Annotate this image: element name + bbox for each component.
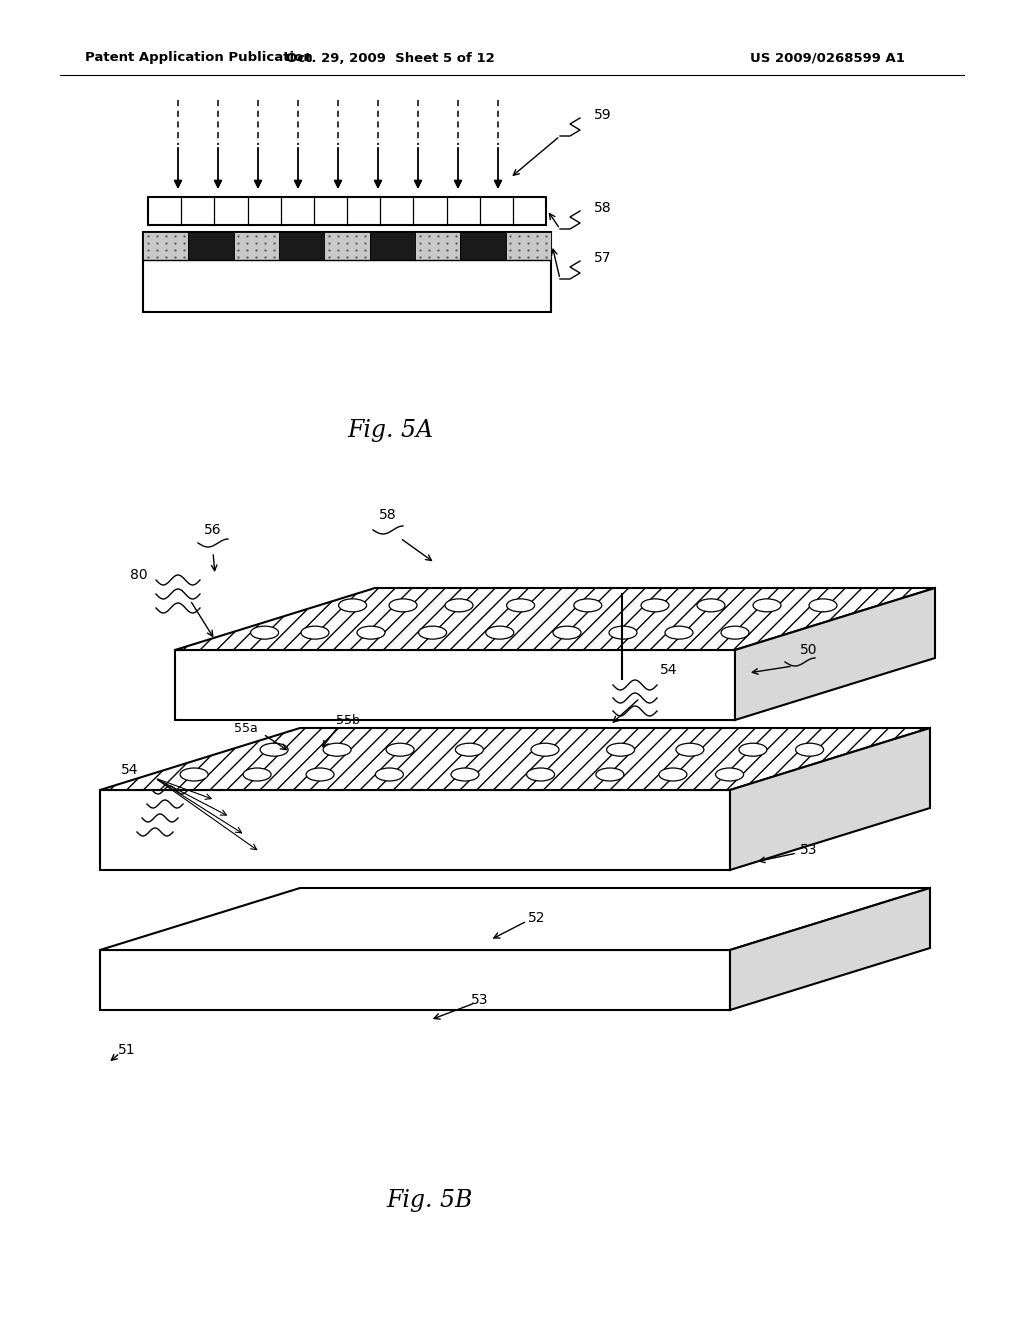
- Ellipse shape: [716, 768, 743, 781]
- Polygon shape: [175, 587, 935, 649]
- Ellipse shape: [531, 743, 559, 756]
- Bar: [325, 232, 370, 260]
- Ellipse shape: [386, 743, 414, 756]
- Polygon shape: [730, 888, 930, 1010]
- Bar: [143, 232, 551, 312]
- Ellipse shape: [573, 599, 602, 612]
- Bar: [279, 232, 325, 260]
- Bar: [370, 232, 415, 260]
- Text: 51: 51: [118, 1043, 135, 1057]
- Bar: [506, 232, 551, 260]
- Ellipse shape: [753, 599, 781, 612]
- Polygon shape: [100, 789, 730, 870]
- Ellipse shape: [306, 768, 334, 781]
- Text: 54: 54: [121, 763, 138, 777]
- Text: Fig. 5A: Fig. 5A: [347, 418, 433, 441]
- Text: 53: 53: [800, 843, 817, 857]
- Ellipse shape: [451, 768, 479, 781]
- Text: Patent Application Publication: Patent Application Publication: [85, 51, 312, 65]
- Bar: [148, 197, 546, 224]
- Ellipse shape: [606, 743, 635, 756]
- Ellipse shape: [721, 626, 749, 639]
- Ellipse shape: [445, 599, 473, 612]
- Bar: [461, 232, 506, 260]
- Text: 57: 57: [594, 251, 611, 265]
- Text: 58: 58: [379, 508, 397, 521]
- Ellipse shape: [553, 626, 581, 639]
- Polygon shape: [730, 729, 930, 870]
- Ellipse shape: [596, 768, 624, 781]
- Ellipse shape: [419, 626, 446, 639]
- Polygon shape: [735, 587, 935, 719]
- Text: 56: 56: [204, 523, 222, 537]
- Text: 55b: 55b: [336, 714, 359, 726]
- Ellipse shape: [485, 626, 514, 639]
- Polygon shape: [100, 729, 930, 789]
- Ellipse shape: [456, 743, 483, 756]
- Ellipse shape: [739, 743, 767, 756]
- Text: 50: 50: [800, 643, 817, 657]
- Text: 54: 54: [660, 663, 678, 677]
- Ellipse shape: [324, 743, 351, 756]
- Ellipse shape: [243, 768, 271, 781]
- Text: US 2009/0268599 A1: US 2009/0268599 A1: [750, 51, 905, 65]
- Text: 52: 52: [528, 911, 546, 925]
- Ellipse shape: [389, 599, 417, 612]
- Ellipse shape: [301, 626, 329, 639]
- Ellipse shape: [609, 626, 637, 639]
- Bar: [415, 232, 461, 260]
- Bar: [143, 232, 188, 260]
- Ellipse shape: [507, 599, 535, 612]
- Ellipse shape: [180, 768, 208, 781]
- Text: 59: 59: [594, 108, 611, 121]
- Bar: [233, 232, 279, 260]
- Bar: [188, 232, 233, 260]
- Ellipse shape: [665, 626, 693, 639]
- Text: 55a: 55a: [234, 722, 258, 734]
- Text: 53: 53: [471, 993, 488, 1007]
- Text: 58: 58: [594, 201, 611, 215]
- Ellipse shape: [697, 599, 725, 612]
- Ellipse shape: [357, 626, 385, 639]
- Ellipse shape: [676, 743, 703, 756]
- Ellipse shape: [641, 599, 669, 612]
- Ellipse shape: [809, 599, 837, 612]
- Polygon shape: [100, 888, 930, 950]
- Text: Fig. 5B: Fig. 5B: [387, 1188, 473, 1212]
- Text: 80: 80: [130, 568, 148, 582]
- Ellipse shape: [260, 743, 288, 756]
- Ellipse shape: [339, 599, 367, 612]
- Ellipse shape: [376, 768, 403, 781]
- Ellipse shape: [658, 768, 687, 781]
- Ellipse shape: [526, 768, 555, 781]
- Polygon shape: [100, 950, 730, 1010]
- Ellipse shape: [796, 743, 823, 756]
- Ellipse shape: [251, 626, 279, 639]
- Text: Oct. 29, 2009  Sheet 5 of 12: Oct. 29, 2009 Sheet 5 of 12: [286, 51, 495, 65]
- Polygon shape: [175, 649, 735, 719]
